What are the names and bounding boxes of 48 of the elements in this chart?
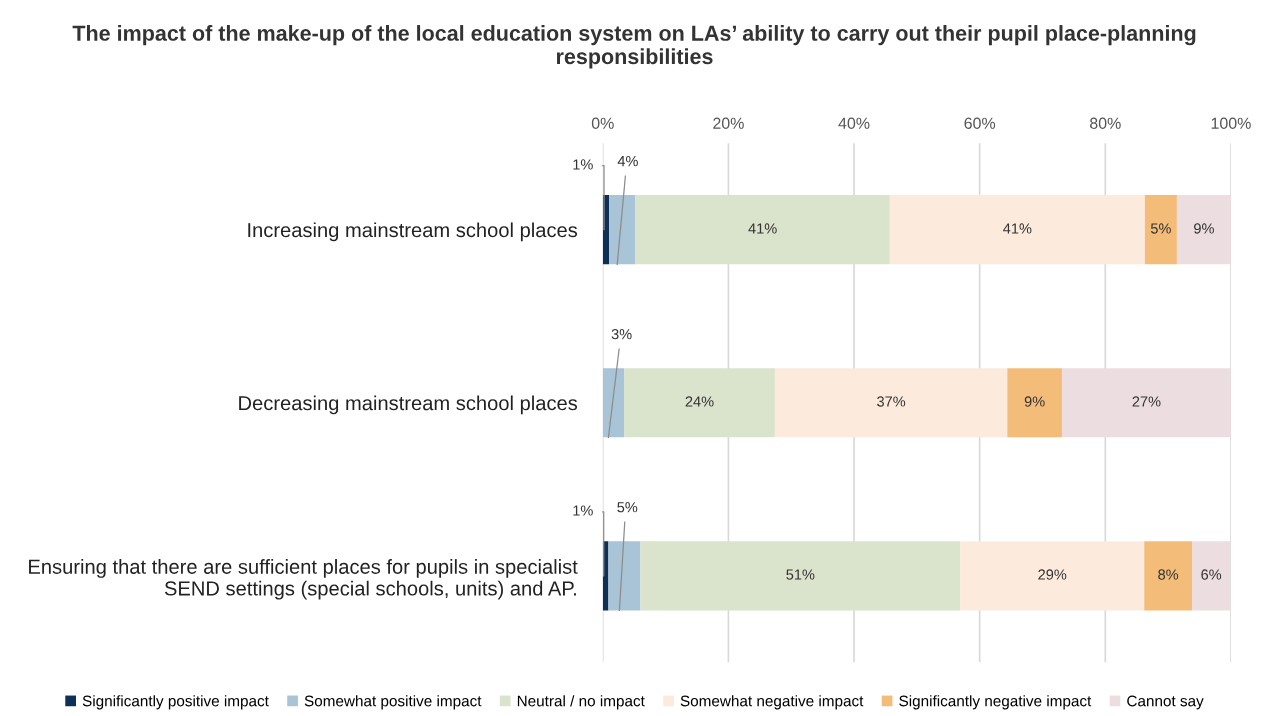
data-label: 37% [877, 396, 906, 407]
y-tick-label: Increasing mainstream school places [248, 222, 578, 242]
bar [1191, 541, 1231, 611]
data-label: 6% [1201, 569, 1222, 580]
y-tick-label: Decreasing mainstream school places [239, 395, 578, 415]
bar [602, 368, 625, 438]
data-label: 9% [1024, 396, 1045, 407]
data-label: 3% [611, 328, 632, 340]
legend-label: Somewhat negative impact [680, 695, 864, 710]
chart-title: The impact of the make-up of the local education system on LAs’ ability to carry out their pupil place-planning responsibilities [72, 25, 1196, 69]
data-label: 4% [617, 156, 638, 167]
bar [640, 541, 961, 611]
data-label: 41% [748, 223, 777, 234]
legend-label: Significantly positive impact [82, 695, 269, 710]
bar [1007, 368, 1062, 438]
bar [960, 541, 1145, 611]
bar [1144, 195, 1177, 265]
legend-label: Somewhat positive impact [304, 695, 482, 710]
data-label: 5% [617, 502, 638, 513]
legend-label: Significantly negative impact [899, 695, 1092, 710]
x-tick-label: 60% [964, 117, 996, 129]
x-tick-label: 20% [713, 117, 744, 129]
data-label: 5% [1150, 223, 1171, 234]
data-label: 27% [1132, 396, 1161, 407]
bar [635, 195, 890, 265]
bar [624, 368, 775, 438]
bar [1061, 368, 1231, 438]
bar [774, 368, 1008, 438]
data-label: 51% [786, 569, 815, 580]
bar [609, 195, 636, 265]
bar [1144, 541, 1192, 611]
data-label: 1% [573, 159, 593, 170]
data-label: 1% [573, 505, 593, 516]
x-tick-label: 80% [1090, 117, 1121, 129]
legend-label: Neutral / no impact [517, 695, 645, 710]
legend-label: Cannot say [1127, 695, 1204, 710]
data-label: 29% [1038, 569, 1067, 580]
data-label: 41% [1003, 223, 1032, 234]
bar [889, 195, 1145, 265]
bar [1176, 195, 1231, 265]
data-label: 8% [1158, 569, 1179, 580]
x-tick-label: 100% [1211, 117, 1251, 129]
bar [608, 541, 641, 611]
x-tick-label: 0% [591, 117, 614, 129]
data-label: 24% [685, 396, 714, 407]
x-tick-label: 40% [838, 117, 870, 129]
data-label: 9% [1194, 223, 1214, 234]
y-tick-label: Ensuring that there are sufficient places for pupils in specialist SEND settings (special schools, units) and AP. [29, 559, 578, 600]
